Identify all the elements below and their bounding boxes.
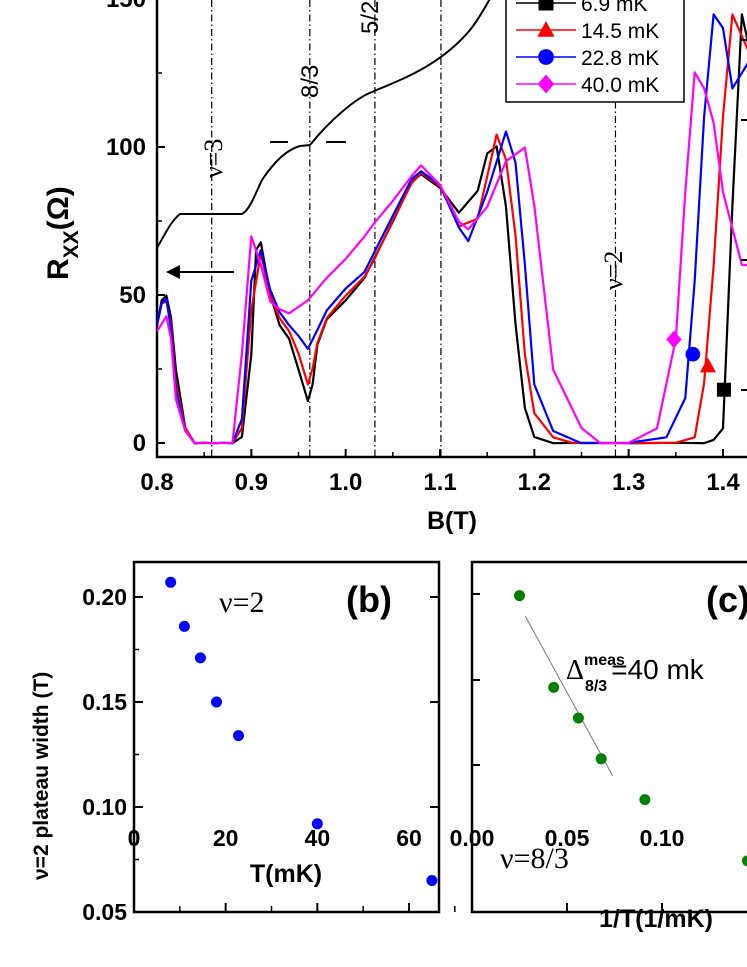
y-label-sub: XX [60, 230, 83, 258]
b-data-point [426, 875, 438, 886]
arrow-left-icon [166, 265, 180, 279]
y-tick-label: 100 [106, 134, 146, 161]
legend-marker [538, 0, 554, 11]
x-tick-label: 0.8 [140, 469, 173, 496]
annotation-8-3: 8/3 [297, 65, 324, 98]
panel-b-y-label: ν=2 plateau width (T) [30, 672, 53, 880]
c-data-point [548, 681, 560, 693]
fit-line [524, 615, 614, 777]
series-marker [716, 382, 731, 397]
b-data-point [178, 620, 190, 632]
b-y-tick-label: 0.15 [82, 689, 127, 715]
b-data-point [194, 652, 206, 664]
c-x-tick-label: 0.10 [640, 825, 685, 851]
b-data-point [311, 818, 323, 830]
c-data-point [572, 712, 584, 724]
panel-b-plateau-width-chart: 0 20 40 60 0.05 0.10 0.15 0.20 (b) ν=2 T(mK) ν=… [30, 560, 456, 925]
x-tick-label: 0.9 [235, 469, 268, 496]
hall-resistance-trace [156, 0, 491, 249]
legend-marker [537, 21, 555, 37]
legend-label: 14.5 mK [581, 20, 659, 43]
panel-c-x-label: 1/T(1/mK) [599, 905, 713, 933]
legend-marker [537, 74, 555, 94]
legend-label: 40.0 mK [581, 74, 659, 97]
panel-a-transport-chart: 0.8 0.9 1.0 1.1 1.2 1.3 1.4 0 50 100 150 ν=3 8/3 5… [42, 0, 747, 535]
panel-c-gap-label: Δmeas 8/3=40 mk [566, 652, 705, 695]
legend-label: 22.8 mK [581, 47, 659, 70]
panel-b-frame [132, 560, 441, 914]
series-line [156, 71, 747, 445]
x-tick-label: 1.3 [612, 469, 645, 496]
x-tick-label: 1.1 [423, 469, 456, 496]
y-axis-label-rxx: RXX(Ω) [42, 186, 83, 280]
annotation-nu2: ν=2 [599, 251, 628, 290]
legend-marker [538, 49, 554, 65]
gap-sub: 8/3 [585, 678, 607, 695]
panel-c-frame [470, 560, 747, 914]
y-tick-label: 0 [133, 430, 146, 457]
legend: 6.9 mK 14.5 mK 22.8 mK 40.0 mK [505, 0, 685, 103]
b-x-tick-label: 60 [396, 825, 422, 851]
gap-rest: =40 mk [611, 654, 705, 685]
series-marker [699, 357, 716, 373]
c-data-point [514, 590, 525, 602]
y-label-r: R [42, 258, 75, 280]
gap-sup: meas [584, 652, 625, 669]
b-x-tick-label: 0 [128, 825, 141, 851]
gap-delta: Δ [566, 655, 584, 686]
y-tick-label: 50 [119, 282, 146, 309]
b-x-tick-label: 40 [305, 825, 331, 851]
c-x-tick-label: 0.05 [545, 825, 590, 851]
b-x-tick-label: 20 [213, 825, 239, 851]
x-tick-label: 1.2 [518, 469, 551, 496]
panel-b-x-label: T(mK) [250, 860, 322, 888]
panel-c-annotation-nu83: ν=8/3 [500, 842, 569, 875]
legend-label: 6.9 mK [581, 0, 648, 16]
b-y-tick-label: 0.05 [82, 899, 127, 925]
series-marker [666, 330, 682, 349]
panel-a-frame [155, 0, 747, 459]
x-tick-label: 1.4 [706, 469, 740, 496]
annotation-5-2: 5/2 [357, 1, 384, 34]
b-data-point [211, 696, 222, 708]
y-tick-label: 150 [106, 0, 146, 13]
y-label-unit: (Ω) [42, 186, 75, 230]
c-data-point [742, 855, 747, 867]
annotation-nu3: ν=3 [199, 139, 228, 178]
panel-c-tag: (c) [706, 579, 747, 620]
x-tick-label: 1.0 [329, 469, 362, 496]
b-data-point [165, 576, 177, 588]
b-data-point [233, 730, 244, 742]
panel-b-tag: (b) [346, 579, 392, 620]
b-y-tick-label: 0.10 [82, 794, 127, 820]
panel-b-annotation-nu2: ν=2 [219, 586, 264, 619]
b-y-tick-label: 0.20 [82, 584, 127, 610]
series-marker [685, 346, 701, 362]
c-data-point [595, 753, 607, 765]
x-axis-label-b: B(T) [427, 507, 477, 535]
svg-text:RXX(Ω): RXX(Ω) [42, 186, 83, 280]
legend-box [505, 0, 685, 103]
c-x-tick-label: 0.00 [450, 825, 495, 851]
c-data-point [639, 794, 651, 806]
